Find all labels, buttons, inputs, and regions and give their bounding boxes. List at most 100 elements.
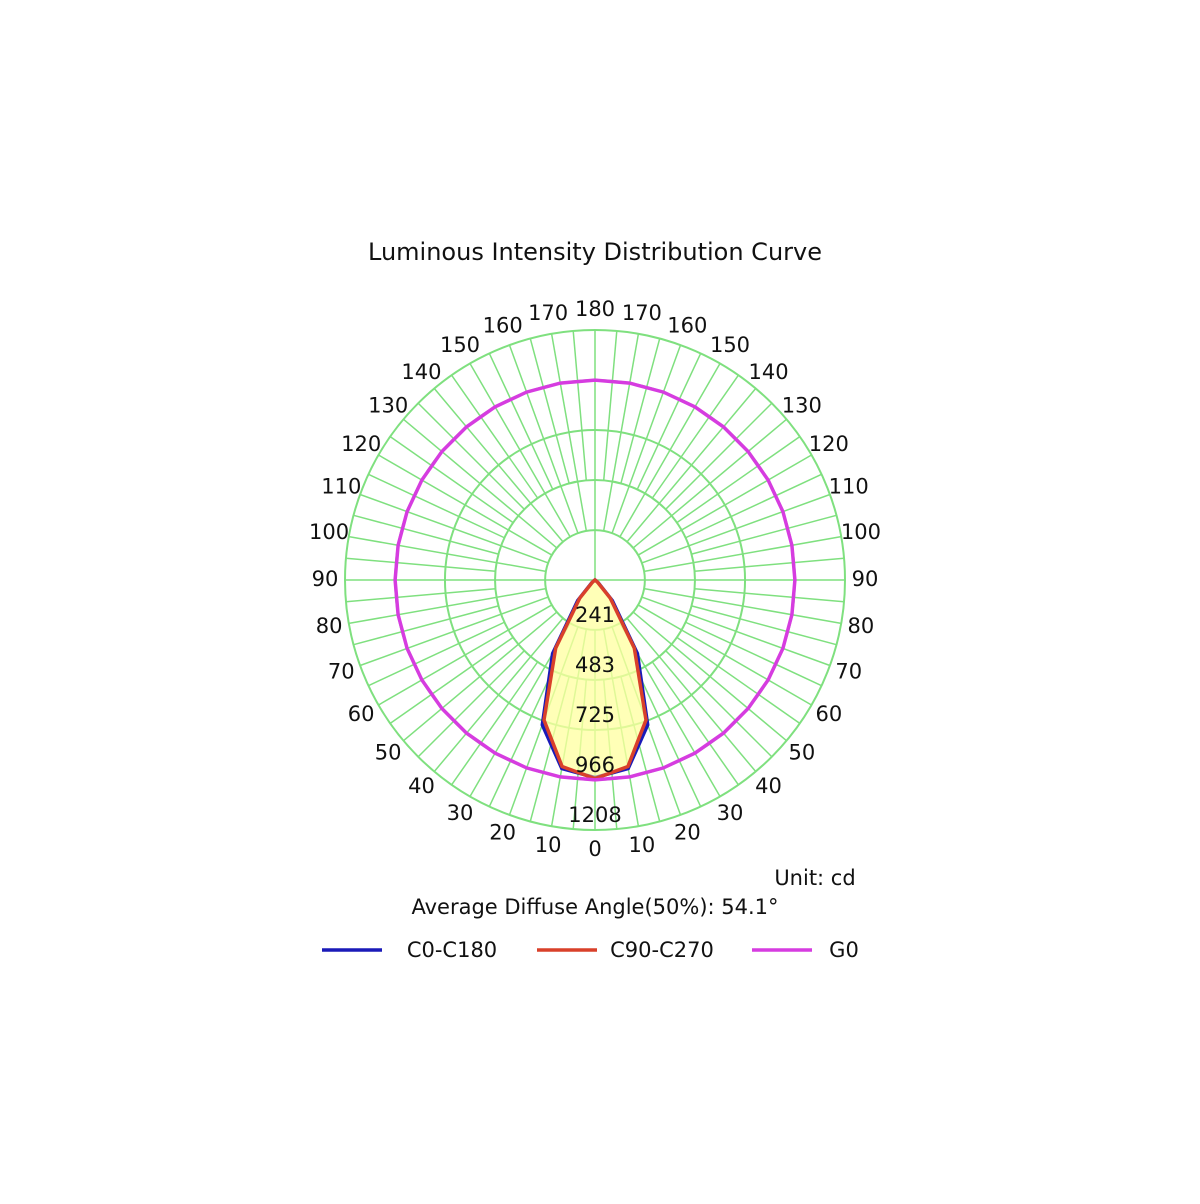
angle-tick-label: 50 bbox=[375, 741, 402, 765]
legend-label: G0 bbox=[829, 938, 859, 962]
radial-line bbox=[641, 596, 831, 667]
radial-line bbox=[450, 374, 539, 499]
radial-line bbox=[637, 604, 812, 706]
angle-tick-label: 180 bbox=[575, 297, 615, 321]
radial-line bbox=[488, 353, 554, 490]
angle-tick-label: 10 bbox=[629, 833, 656, 857]
angle-tick-label: 150 bbox=[710, 333, 750, 357]
angle-tick-label: 120 bbox=[809, 432, 849, 456]
radial-line bbox=[643, 535, 842, 573]
radial-line bbox=[626, 388, 757, 543]
legend-label: C90-C270 bbox=[610, 938, 714, 962]
unit-note: Unit: cd bbox=[774, 866, 855, 890]
angle-tick-label: 130 bbox=[368, 393, 408, 417]
angle-tick-label: 80 bbox=[316, 614, 343, 638]
angle-tick-label: 80 bbox=[848, 614, 875, 638]
radial-line bbox=[529, 338, 570, 484]
angle-tick-label: 110 bbox=[829, 475, 869, 499]
radial-line bbox=[403, 611, 558, 742]
radial-line bbox=[368, 621, 505, 687]
radial-line bbox=[602, 330, 618, 481]
angle-tick-label: 20 bbox=[674, 821, 701, 845]
radial-line bbox=[685, 473, 822, 539]
angle-tick-label: 90 bbox=[312, 567, 339, 591]
angle-tick-label: 170 bbox=[528, 301, 568, 325]
radial-line bbox=[691, 514, 837, 555]
radial-line bbox=[417, 402, 525, 510]
radial-line bbox=[433, 617, 564, 772]
radial-line bbox=[619, 363, 721, 538]
angle-tick-label: 30 bbox=[447, 801, 474, 825]
radial-line bbox=[348, 535, 547, 573]
radial-line bbox=[665, 402, 773, 510]
angle-tick-label: 110 bbox=[321, 475, 361, 499]
annotation: Average Diffuse Angle(50%): 54.1° bbox=[411, 895, 778, 919]
angle-tick-label: 60 bbox=[815, 702, 842, 726]
angle-tick-label: 150 bbox=[440, 333, 480, 357]
radial-line bbox=[676, 636, 801, 725]
angle-tick-label: 70 bbox=[835, 659, 862, 683]
radial-line bbox=[378, 454, 553, 556]
radial-line bbox=[488, 670, 554, 807]
radial-line bbox=[694, 557, 845, 573]
radial-line bbox=[636, 670, 702, 807]
angle-tick-label: 160 bbox=[667, 313, 707, 337]
radial-line bbox=[651, 374, 740, 499]
r-tick-label: 966 bbox=[575, 753, 615, 777]
radial-line bbox=[345, 587, 496, 603]
radial-line bbox=[611, 344, 682, 534]
radial-line bbox=[636, 353, 702, 490]
angle-tick-label: 50 bbox=[788, 741, 815, 765]
angle-tick-label: 40 bbox=[755, 774, 782, 798]
radial-line bbox=[676, 435, 801, 524]
radial-line bbox=[353, 514, 499, 555]
r-tick-label: 241 bbox=[575, 603, 615, 627]
radial-line bbox=[389, 435, 514, 524]
angle-tick-label: 160 bbox=[483, 313, 523, 337]
radial-line bbox=[550, 333, 588, 532]
radial-line bbox=[572, 330, 588, 481]
radial-line bbox=[508, 344, 579, 534]
radial-line bbox=[469, 363, 571, 538]
angle-tick-label: 100 bbox=[309, 520, 349, 544]
radial-line bbox=[368, 473, 505, 539]
radial-line bbox=[694, 587, 845, 603]
angle-tick-label: 0 bbox=[588, 837, 601, 861]
angle-tick-label: 30 bbox=[717, 801, 744, 825]
radial-line bbox=[602, 333, 640, 532]
r-tick-label: 1208 bbox=[568, 803, 621, 827]
radial-line bbox=[691, 605, 837, 646]
angle-tick-label: 120 bbox=[341, 432, 381, 456]
r-tick-label: 483 bbox=[575, 653, 615, 677]
radial-line bbox=[626, 617, 757, 772]
angle-tick-label: 130 bbox=[782, 393, 822, 417]
angle-tick-label: 170 bbox=[622, 301, 662, 325]
radial-line bbox=[417, 650, 525, 758]
chart-title: Luminous Intensity Distribution Curve bbox=[368, 238, 822, 266]
radial-line bbox=[359, 596, 549, 667]
radial-line bbox=[403, 418, 558, 549]
radial-line bbox=[345, 557, 496, 573]
angle-tick-label: 140 bbox=[401, 360, 441, 384]
r-tick-label: 725 bbox=[575, 703, 615, 727]
radial-line bbox=[353, 605, 499, 646]
radial-line bbox=[643, 587, 842, 625]
radial-line bbox=[665, 650, 773, 758]
angle-tick-label: 90 bbox=[852, 567, 879, 591]
radial-line bbox=[620, 338, 661, 484]
angle-tick-label: 10 bbox=[535, 833, 562, 857]
radial-line bbox=[378, 604, 553, 706]
radial-line bbox=[685, 621, 822, 687]
radial-line bbox=[651, 661, 740, 786]
radial-line bbox=[632, 611, 787, 742]
angle-tick-label: 140 bbox=[749, 360, 789, 384]
radial-line bbox=[450, 661, 539, 786]
legend-label: C0-C180 bbox=[407, 938, 497, 962]
series-curve bbox=[393, 378, 797, 782]
angle-tick-label: 70 bbox=[328, 659, 355, 683]
angle-tick-label: 40 bbox=[408, 774, 435, 798]
radial-line bbox=[632, 418, 787, 549]
angle-tick-label: 60 bbox=[348, 702, 375, 726]
radial-line bbox=[389, 636, 514, 725]
